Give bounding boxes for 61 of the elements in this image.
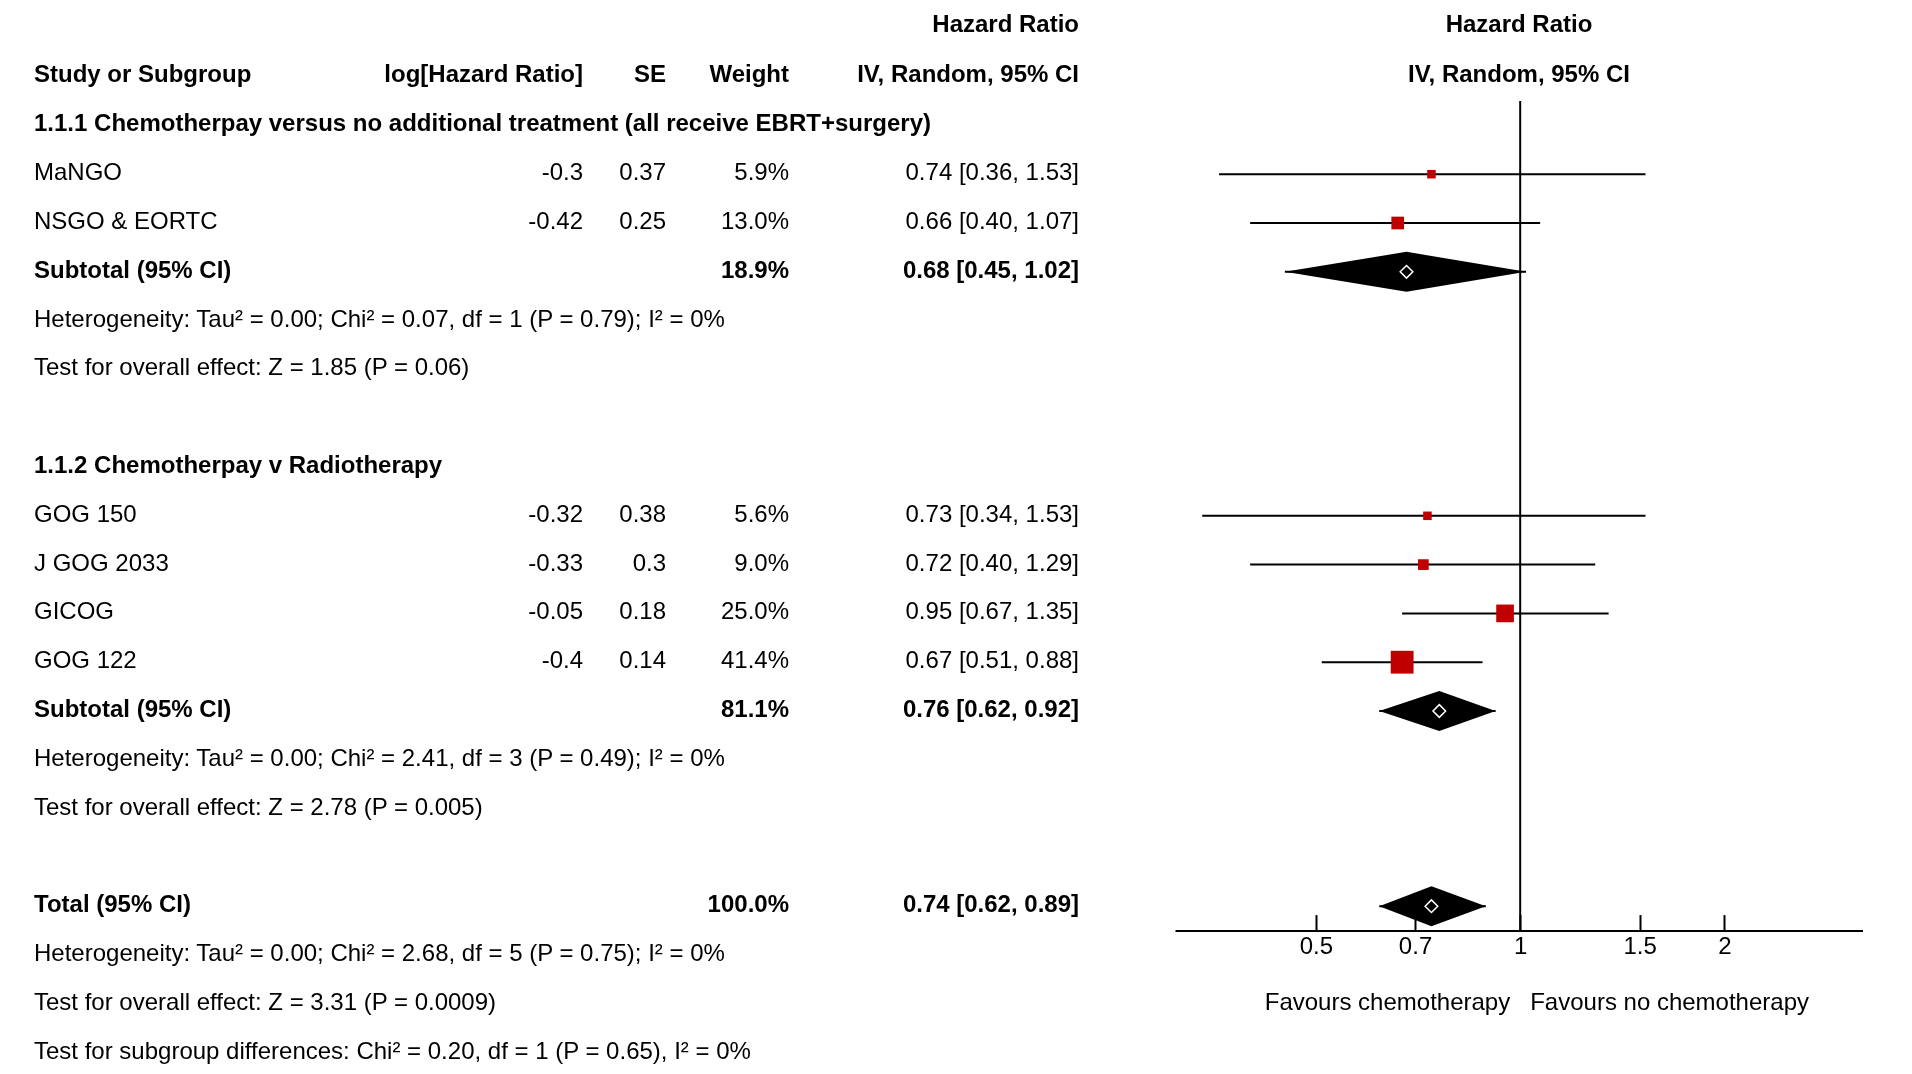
category-label: Weight (709, 60, 790, 87)
text: 0.67 [0.51, 0.88] (905, 646, 1079, 674)
text: 0.74 [0.62, 0.89] (902, 890, 1079, 918)
category-label: GOG 150 (34, 499, 137, 527)
category-label: Test for overall effect: Z = 3.31 (P = 0.0009) (34, 987, 497, 1015)
text: Favours chemotherapy (1264, 987, 1511, 1015)
text: 25.0% (720, 597, 789, 625)
text: 18.9% (720, 255, 789, 283)
text: 0.3 (632, 548, 666, 576)
x-tick-label: 0.7 (1398, 932, 1433, 960)
text: 100.0% (707, 890, 789, 918)
category-label: NSGO & EORTC (34, 207, 218, 234)
category-label: 1.1.2 Chemotherpay v Radiotherapy (34, 451, 443, 478)
text: -0.42 (528, 207, 583, 234)
text: 5.9% (734, 158, 789, 186)
category-label: J GOG 2033 (34, 548, 169, 576)
text: 41.4% (720, 646, 789, 674)
category-label: log[Hazard Ratio] (384, 60, 583, 87)
text: 0.73 [0.34, 1.53] (905, 499, 1079, 527)
category-label: Heterogeneity: Tau² = 0.00; Chi² = 2.41, df = 3 (P = 0.49); I² = 0% (34, 743, 725, 771)
category-label: Heterogeneity: Tau² = 0.00; Chi² = 2.68, df = 5 (P = 0.75); I² = 0% (34, 939, 725, 966)
category-label: Test for overall effect: Z = 1.85 (P = 0.06) (34, 353, 470, 381)
text: 0.68 [0.45, 1.02] (902, 255, 1079, 283)
category-label: Heterogeneity: Tau² = 0.00; Chi² = 0.07, df = 1 (P = 0.79); I² = 0% (34, 304, 725, 332)
text: -0.32 (528, 499, 583, 527)
text: 0.38 (619, 499, 666, 527)
text: 0.18 (619, 597, 666, 625)
x-tick-label: 1 (1514, 932, 1528, 960)
text: 0.66 [0.40, 1.07] (905, 207, 1079, 234)
text: -0.33 (528, 548, 583, 576)
text: Favours no chemotherapy (1530, 987, 1809, 1015)
category-label: Subtotal (95% CI) (34, 695, 232, 722)
text: 0.74 [0.36, 1.53] (905, 158, 1079, 186)
category-label: Study or Subgroup (34, 60, 252, 87)
x-tick-label: 1.5 (1623, 932, 1657, 960)
text: 0.72 [0.40, 1.29] (905, 548, 1079, 576)
category-label: GOG 122 (34, 646, 137, 674)
text: -0.05 (528, 597, 583, 625)
x-tick-label: 2 (1718, 932, 1732, 960)
text: 0.25 (619, 207, 666, 234)
category-label: Total (95% CI) (34, 890, 191, 918)
category-label: Hazard Ratio IV, Random, 95% CI (857, 10, 1079, 87)
category-label: Subtotal (95% CI) (34, 255, 232, 283)
text: 0.76 [0.62, 0.92] (902, 695, 1079, 722)
text: 13.0% (720, 207, 789, 234)
text: 0.37 (619, 158, 666, 186)
category-label: MaNGO (34, 158, 123, 186)
text: 9.0% (734, 548, 789, 576)
text: 81.1% (720, 695, 789, 722)
category-label: Test for overall effect: Z = 2.78 (P = 0.005) (34, 792, 483, 820)
category-label: Test for subgroup differences: Chi² = 0.20, df = 1 (P = 0.65), I² = 0% (34, 1036, 751, 1064)
category-label: GICOG (34, 597, 115, 625)
category-label: SE (633, 60, 666, 87)
x-tick-label: 0.5 (1299, 932, 1334, 960)
text: -0.3 (541, 158, 583, 186)
text: -0.4 (541, 646, 583, 674)
text: 0.95 [0.67, 1.35] (905, 597, 1079, 625)
chart-title: Hazard Ratio IV, Random, 95% CI (1408, 10, 1630, 87)
text: 0.14 (619, 646, 666, 674)
category-label: 1.1.1 Chemotherpay versus no additional treatment (all receive EBRT+surgery) (34, 109, 931, 137)
text: 5.6% (734, 499, 789, 527)
